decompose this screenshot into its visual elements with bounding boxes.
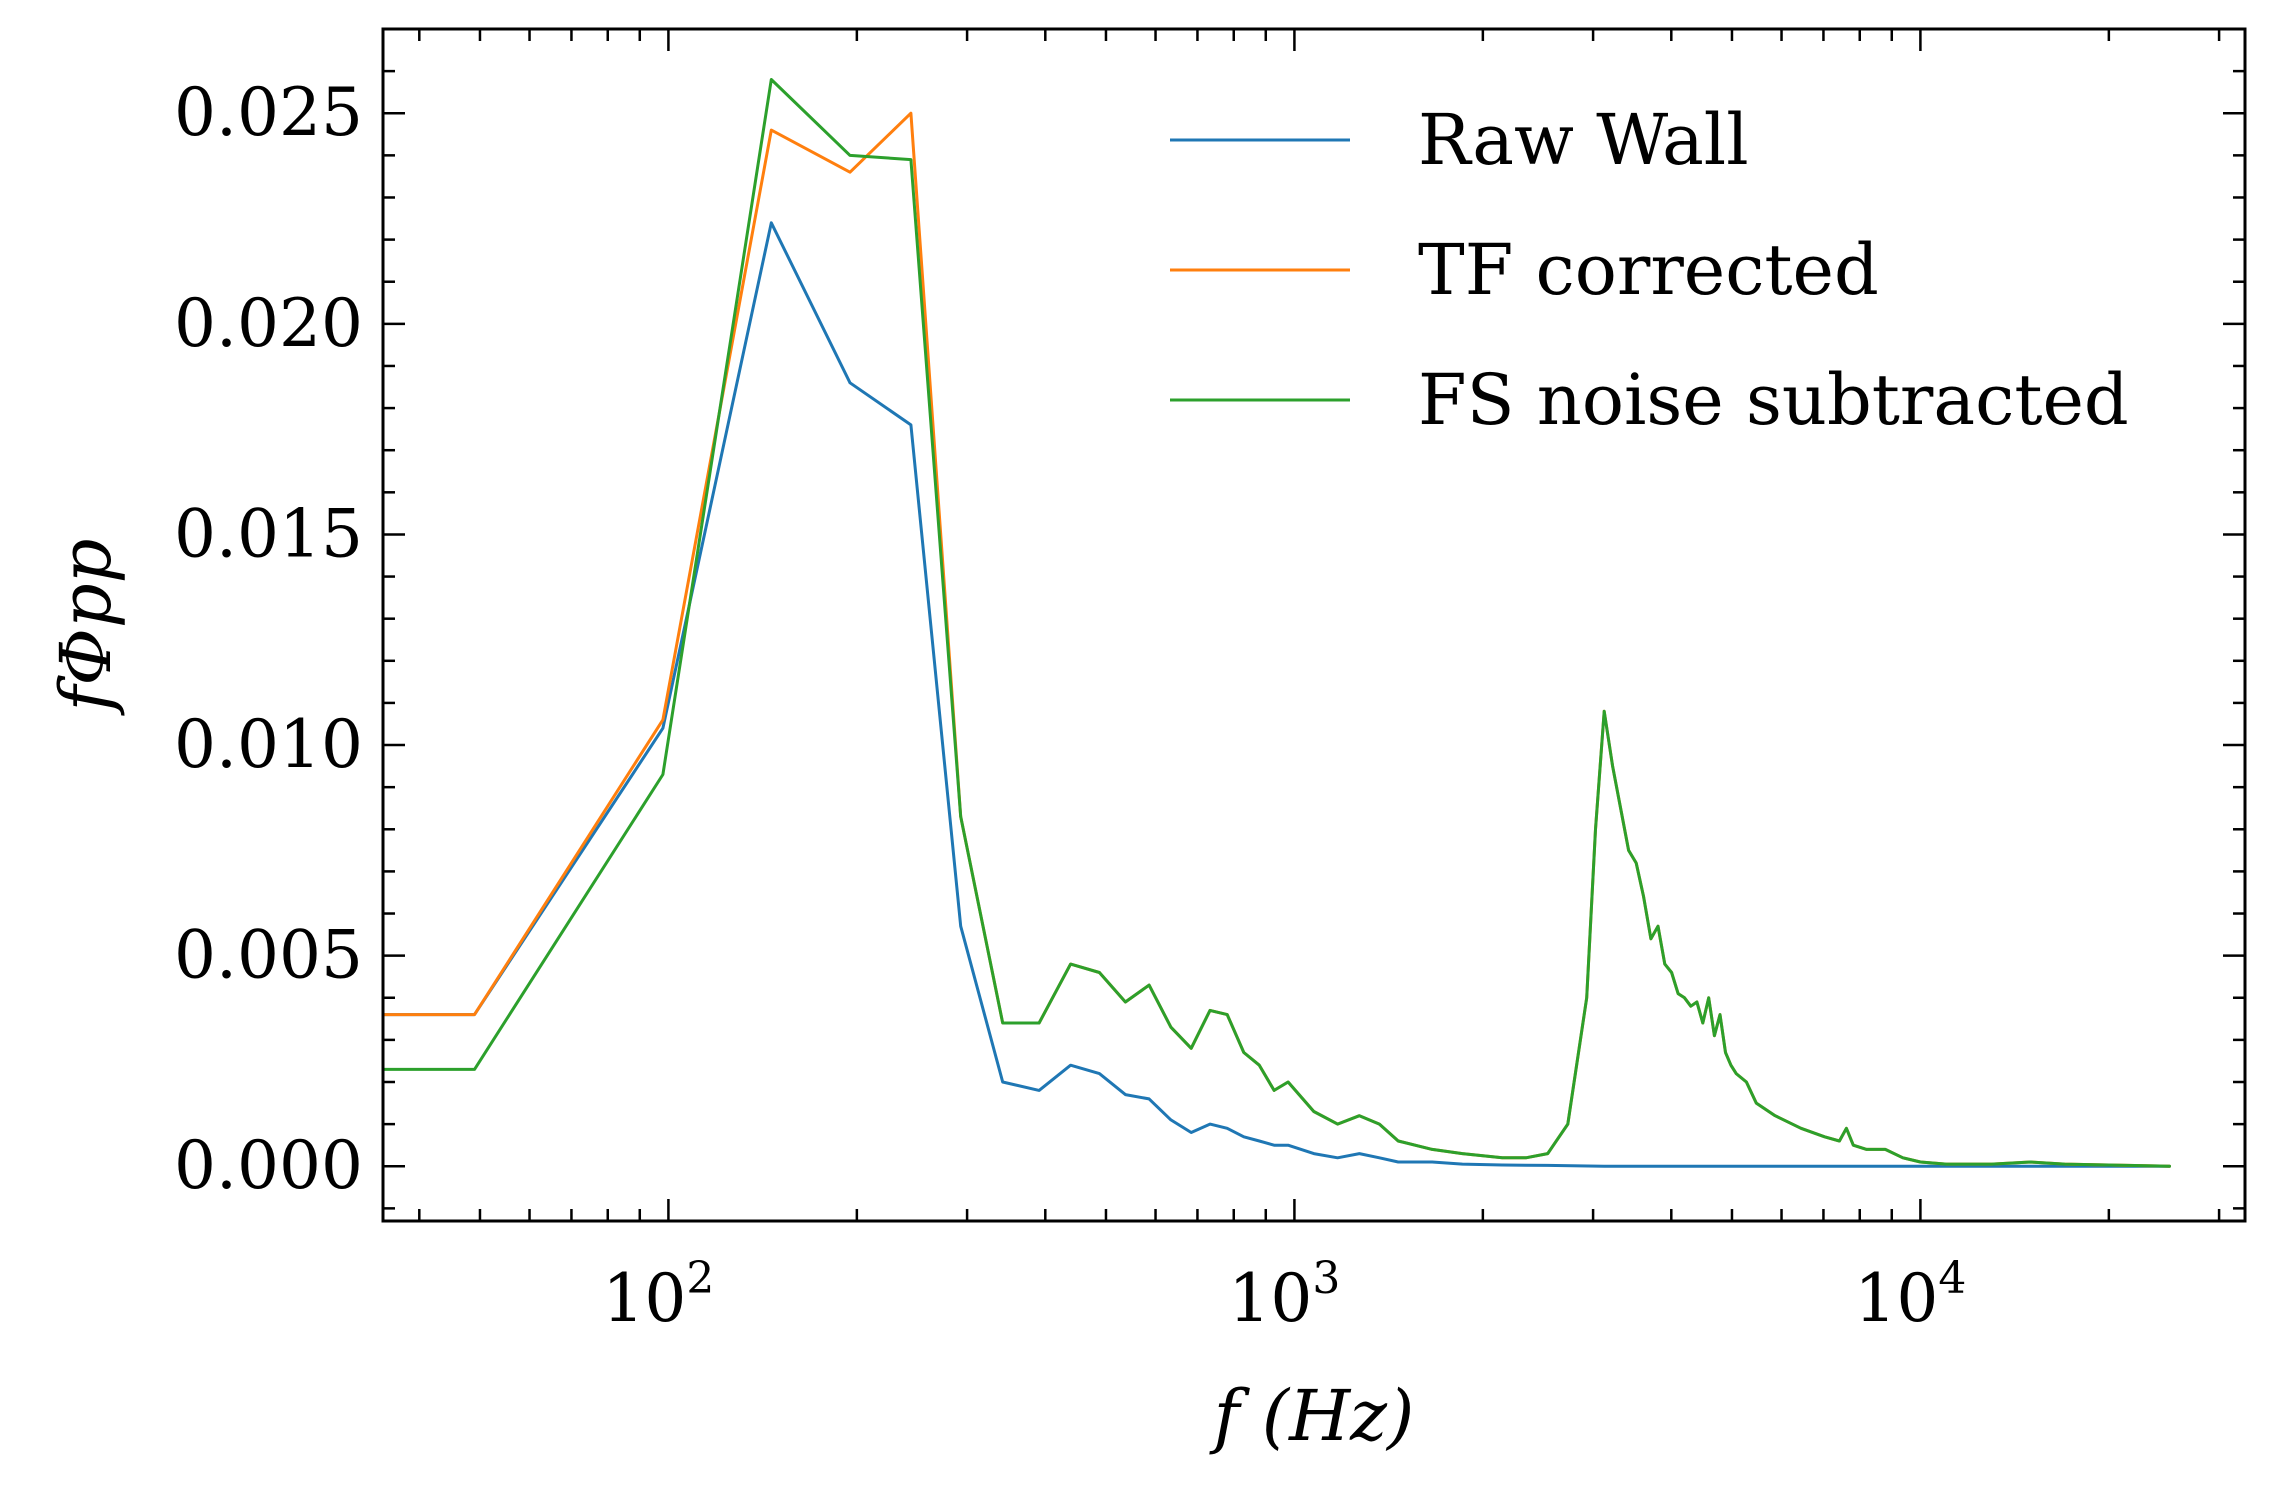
x-tick-base: 10 [1228, 1260, 1312, 1337]
x-axis-label: f (Hz) [1209, 1375, 1415, 1457]
x-tick-exponent: 4 [1938, 1253, 1966, 1304]
y-tick-label: 0.005 [174, 917, 363, 994]
x-tick-exponent: 3 [1312, 1253, 1340, 1304]
series-line-3 [383, 78, 2171, 1168]
legend-label-1: Raw Wall [1418, 99, 1749, 181]
x-tick-label: 102 [602, 1253, 714, 1337]
legend-label-2: TF corrected [1418, 229, 1879, 311]
legend-label-3: FS noise subtracted [1418, 359, 2129, 441]
y-tick-label: 0.025 [174, 74, 363, 151]
y-tick-label: 0.020 [174, 285, 363, 362]
y-tick-label: 0.015 [174, 495, 363, 572]
series-line-1 [383, 221, 2171, 1168]
plot-frame [381, 27, 2247, 1223]
x-tick-base: 10 [1854, 1260, 1938, 1337]
legend: Raw Wall TF corrected FS noise subtracted [1170, 99, 2129, 441]
y-tick-label: 0.010 [174, 706, 363, 783]
x-tick-exponent: 2 [686, 1253, 714, 1304]
x-tick-label: 103 [1228, 1253, 1340, 1337]
y-axis-label: fΦpp [45, 539, 127, 717]
ticks-group [383, 29, 2245, 1221]
series-group [383, 78, 2171, 1168]
x-tick-label: 104 [1854, 1253, 1966, 1337]
x-tick-base: 10 [602, 1260, 686, 1337]
y-tick-label: 0.000 [174, 1127, 363, 1204]
